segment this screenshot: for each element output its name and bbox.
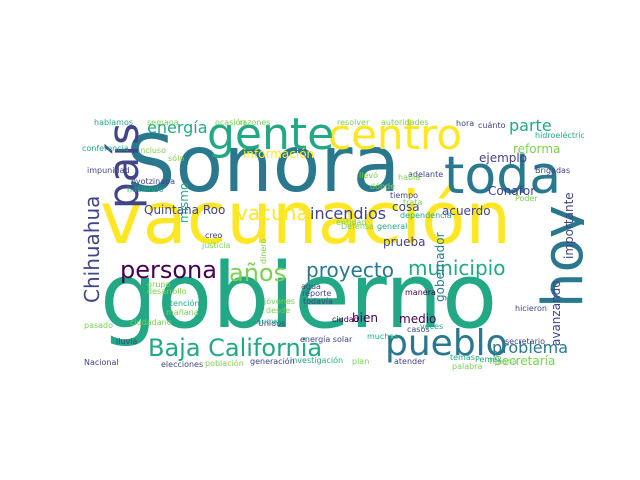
cloud-word: secretario (505, 337, 545, 346)
cloud-word: bien (352, 311, 378, 325)
cloud-word: energía solar (300, 335, 353, 344)
cloud-word: cuánto (478, 121, 506, 130)
cloud-word: energía (147, 118, 208, 137)
cloud-word: ocasión (215, 118, 246, 127)
cloud-word: toda (444, 146, 562, 206)
cloud-word: impunidad (87, 166, 130, 175)
cloud-word: general (377, 222, 408, 231)
cloud-word: Quintana Roo (144, 203, 226, 217)
cloud-word: municipio (408, 256, 506, 280)
cloud-word: vacunación (100, 176, 511, 260)
cloud-word: persona (120, 256, 217, 284)
cloud-word: agua (301, 282, 321, 291)
cloud-word: Pemex (475, 355, 502, 364)
cloud-word: avanzando (549, 280, 563, 346)
cloud-word: creo (205, 231, 223, 240)
cloud-word: Ayotzinapa (131, 177, 176, 186)
cloud-word: generación (250, 357, 295, 366)
cloud-word: parte (509, 116, 552, 135)
cloud-word: reforma (513, 142, 561, 156)
cloud-word: Nacional (84, 358, 119, 367)
cloud-word: dependencia (400, 211, 452, 220)
cloud-word: mismo (177, 182, 191, 223)
cloud-word: años (229, 259, 287, 287)
cloud-word: gobierno (100, 244, 498, 349)
cloud-word: ciudad (332, 315, 359, 324)
cloud-word: justicia (202, 241, 231, 250)
cloud-word: incendios (310, 204, 387, 223)
cloud-word: importante (562, 192, 576, 259)
cloud-word: sólo (168, 154, 185, 163)
cloud-word: entidad (336, 218, 367, 227)
cloud-word: Poder (515, 194, 538, 203)
cloud-word: proyecto (306, 258, 394, 282)
cloud-word: investigación (290, 356, 344, 365)
cloud-word: hablamos (94, 118, 134, 127)
cloud-word: resolver (337, 118, 370, 127)
cloud-word: Chihuahua (80, 195, 104, 303)
cloud-word: habla (398, 173, 421, 182)
cloud-word: lluvia (116, 337, 138, 346)
cloud-word: trata (403, 198, 423, 207)
cloud-word: pasado (84, 321, 114, 330)
cloud-word: todavía (303, 297, 333, 306)
cloud-word: Defensa (341, 222, 374, 231)
cloud-word: incluso (138, 146, 167, 155)
cloud-word: prueba (383, 235, 426, 249)
cloud-word: tiempo (390, 191, 419, 200)
cloud-word: información (243, 147, 315, 161)
cloud-word: pueblo (385, 323, 508, 364)
cloud-word: Secretaría (494, 354, 556, 368)
cloud-word: reporte (302, 289, 332, 298)
cloud-word: casos (407, 325, 430, 334)
cloud-word: temas (450, 353, 475, 362)
cloud-word: conferencia (82, 144, 129, 153)
cloud-word: nuevo (256, 317, 281, 326)
cloud-word: elecciones (161, 360, 204, 369)
cloud-word: llevó (359, 171, 378, 180)
cloud-word: manera (405, 288, 436, 297)
cloud-word: grupo (147, 280, 171, 289)
cloud-word: mañana (166, 308, 199, 317)
cloud-word: cosa (392, 200, 420, 214)
cloud-word: Unidos (258, 319, 286, 328)
cloud-word: ejemplo (479, 151, 528, 165)
cloud-word: palabra (452, 362, 483, 371)
cloud-word: Brigadas (535, 166, 571, 175)
cloud-word: haciendo (127, 185, 164, 194)
cloud-word: muchas (367, 332, 399, 341)
cloud-word: medio (399, 312, 437, 326)
cloud-word: problema (492, 338, 569, 357)
cloud-word: dónde (370, 182, 396, 191)
cloud-word: semana (147, 118, 179, 127)
cloud-word: acuerdo (442, 204, 491, 218)
cloud-word: razones (239, 118, 271, 127)
cloud-word: atención (165, 299, 200, 308)
cloud-word: población (205, 359, 244, 368)
cloud-word: vacuna (236, 201, 309, 225)
cloud-word: ciudadano (130, 318, 172, 327)
cloud-word: hidroeléctrica (535, 131, 584, 140)
cloud-word: plan (352, 357, 370, 366)
cloud-word: Sonora (126, 120, 401, 210)
cloud-word: adelante (408, 170, 444, 179)
cloud-word: hora (456, 119, 475, 128)
cloud-word: Tijuana (488, 357, 518, 366)
cloud-word: centro (328, 116, 463, 159)
cloud-word: Conafor (488, 184, 536, 198)
cloud-word: gente (207, 116, 335, 160)
cloud-word: atender (394, 357, 426, 366)
cloud-word: autoridades (381, 118, 429, 127)
cloud-word: hicieron (515, 304, 547, 313)
cloud-word: Baja California (148, 334, 323, 362)
word-cloud: gobierno vacunación Sonora centro toda gente h… (66, 116, 584, 372)
cloud-word: dinero (259, 238, 268, 264)
cloud-word: desarrollo (147, 287, 187, 296)
cloud-word: desde (266, 306, 291, 315)
cloud-word: jóvenes (264, 297, 295, 306)
cloud-word: veces (420, 322, 444, 331)
